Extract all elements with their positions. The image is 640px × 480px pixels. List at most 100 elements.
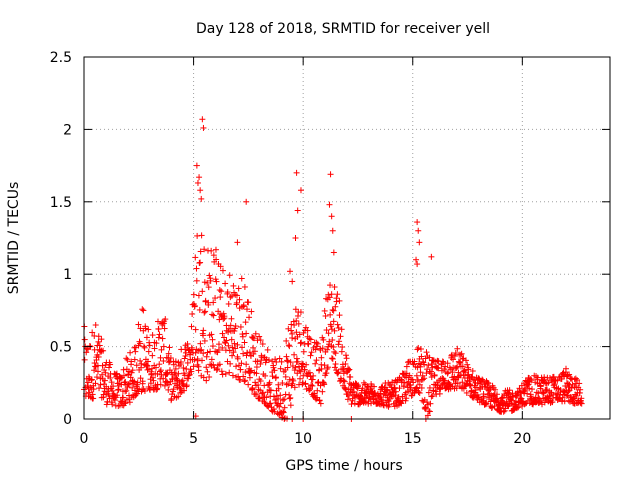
data-point xyxy=(157,368,164,375)
data-point xyxy=(453,365,460,372)
data-point xyxy=(227,322,234,329)
data-point xyxy=(303,361,310,368)
data-point xyxy=(333,298,340,305)
data-point xyxy=(537,383,544,390)
data-point xyxy=(335,369,342,376)
data-point xyxy=(145,326,152,333)
data-point xyxy=(228,315,235,322)
data-point xyxy=(125,381,132,388)
data-point xyxy=(210,252,217,259)
data-point xyxy=(330,249,337,256)
data-point xyxy=(348,401,355,408)
data-point xyxy=(165,350,172,357)
data-point xyxy=(297,187,304,194)
data-point xyxy=(414,378,421,385)
data-point xyxy=(397,376,404,383)
data-point xyxy=(326,201,333,208)
data-point xyxy=(96,342,103,349)
data-point xyxy=(492,386,499,393)
x-axis-label: GPS time / hours xyxy=(285,458,402,474)
data-point xyxy=(287,268,294,275)
data-point xyxy=(234,355,241,362)
data-point xyxy=(286,395,293,402)
data-point xyxy=(226,347,233,354)
data-point xyxy=(232,323,239,330)
data-point xyxy=(291,322,298,329)
data-point xyxy=(240,373,247,380)
data-point xyxy=(313,339,320,346)
data-point xyxy=(277,365,284,372)
data-point xyxy=(128,369,135,376)
data-point xyxy=(522,386,529,393)
data-point xyxy=(264,346,271,353)
data-point xyxy=(202,308,209,315)
data-point xyxy=(288,327,295,334)
data-point xyxy=(295,320,302,327)
data-point xyxy=(228,336,235,343)
data-point xyxy=(293,355,300,362)
data-point xyxy=(527,376,534,383)
data-point xyxy=(91,367,98,374)
x-tick-label: 20 xyxy=(513,431,531,447)
data-point xyxy=(259,390,266,397)
data-point xyxy=(198,232,205,239)
data-point xyxy=(245,299,252,306)
data-point xyxy=(210,312,217,319)
data-point xyxy=(210,299,217,306)
data-point xyxy=(242,377,249,384)
data-point xyxy=(339,344,346,351)
data-point xyxy=(549,399,556,406)
data-point xyxy=(293,329,300,336)
data-point xyxy=(144,358,151,365)
data-point xyxy=(325,330,332,337)
data-point xyxy=(533,389,540,396)
data-point xyxy=(440,359,447,366)
data-point xyxy=(249,384,256,391)
data-point xyxy=(299,379,306,386)
data-point xyxy=(480,393,487,400)
data-point xyxy=(392,392,399,399)
data-point xyxy=(289,330,296,337)
data-point xyxy=(149,365,156,372)
data-point xyxy=(270,406,277,413)
data-point xyxy=(204,368,211,375)
data-point xyxy=(226,272,233,279)
data-point xyxy=(298,360,305,367)
data-point xyxy=(524,390,531,397)
data-point xyxy=(155,318,162,325)
data-point xyxy=(252,379,259,386)
data-point xyxy=(491,403,498,410)
data-point xyxy=(184,359,191,366)
data-point xyxy=(161,382,168,389)
data-point xyxy=(332,303,339,310)
data-point xyxy=(296,331,303,338)
data-point xyxy=(292,235,299,241)
data-point xyxy=(276,403,283,410)
data-point xyxy=(321,307,328,314)
data-point xyxy=(146,339,153,346)
data-point xyxy=(402,397,409,404)
data-point xyxy=(297,309,304,316)
data-point xyxy=(324,346,331,353)
data-point xyxy=(337,333,344,340)
data-point xyxy=(217,294,224,301)
data-point xyxy=(246,314,253,321)
data-point xyxy=(280,408,287,415)
data-point xyxy=(424,401,431,408)
data-point xyxy=(432,363,439,370)
grid-lines xyxy=(84,57,610,419)
data-point xyxy=(451,353,458,360)
data-point xyxy=(483,400,490,407)
data-point xyxy=(121,372,128,379)
data-point xyxy=(222,280,229,287)
data-point xyxy=(515,404,522,411)
data-point xyxy=(109,401,116,408)
data-point xyxy=(454,345,461,352)
data-point xyxy=(86,389,93,396)
data-point xyxy=(129,384,136,391)
data-point xyxy=(229,372,236,379)
data-point xyxy=(329,336,336,343)
x-tick-label: 0 xyxy=(80,431,89,447)
data-point xyxy=(241,283,248,290)
data-point xyxy=(327,311,334,318)
